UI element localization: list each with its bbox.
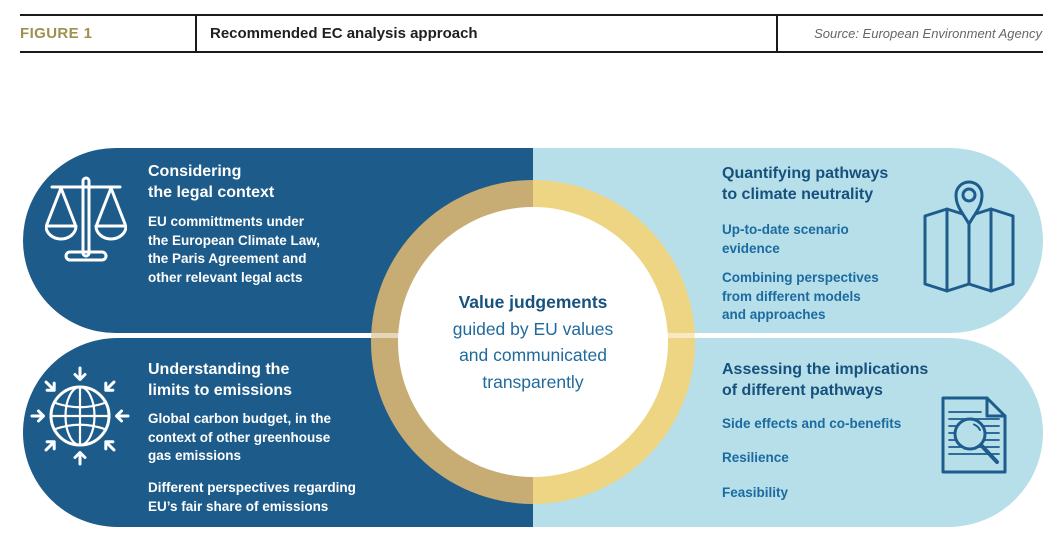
quadrant-body-text: Feasibility (722, 485, 789, 500)
header-divider-left (195, 14, 197, 53)
quadrant-heading: Understanding the limits to emissions (148, 361, 293, 399)
quadrant-understanding-limits: Understanding the limits to emissions Gl… (23, 338, 533, 527)
document-magnifier-icon (939, 396, 1009, 474)
figure-title: Recommended EC analysis approach (210, 25, 478, 42)
quadrant-heading: Considering the legal context (148, 163, 275, 201)
globe-inward-arrows-icon (28, 364, 132, 468)
quadrant-body-text: Combining perspectives from different mo… (722, 270, 879, 322)
header-rule-top (20, 14, 1043, 16)
figure-label: FIGURE 1 (20, 25, 93, 42)
quadrant-body-text: Up-to-date scenario evidence (722, 222, 849, 256)
center-circle: Value judgements guided by EU values and… (398, 207, 668, 477)
quadrant-body-text: EU committments under the European Clima… (148, 214, 321, 285)
quadrant-body-text: Different perspectives regarding EU’s fa… (148, 480, 356, 514)
map-location-pin-icon (922, 180, 1022, 294)
quadrant-body-text: Global carbon budget, in the context of … (148, 411, 332, 463)
center-title: Value judgements (458, 292, 608, 312)
header-divider-right (776, 14, 778, 53)
quadrant-body-text: Side effects and co-benefits (722, 416, 902, 431)
header-rule-bottom (20, 51, 1043, 53)
scales-of-justice-icon (45, 176, 127, 262)
center-subtitle: guided by EU values and communicated tra… (452, 318, 614, 392)
quadrant-heading: Assessing the implications of different … (722, 361, 929, 399)
quadrant-heading: Quantifying pathways to climate neutrali… (722, 165, 889, 203)
figure-source: Source: European Environment Agency (814, 26, 1042, 41)
quadrant-body-text: Resilience (722, 450, 789, 465)
